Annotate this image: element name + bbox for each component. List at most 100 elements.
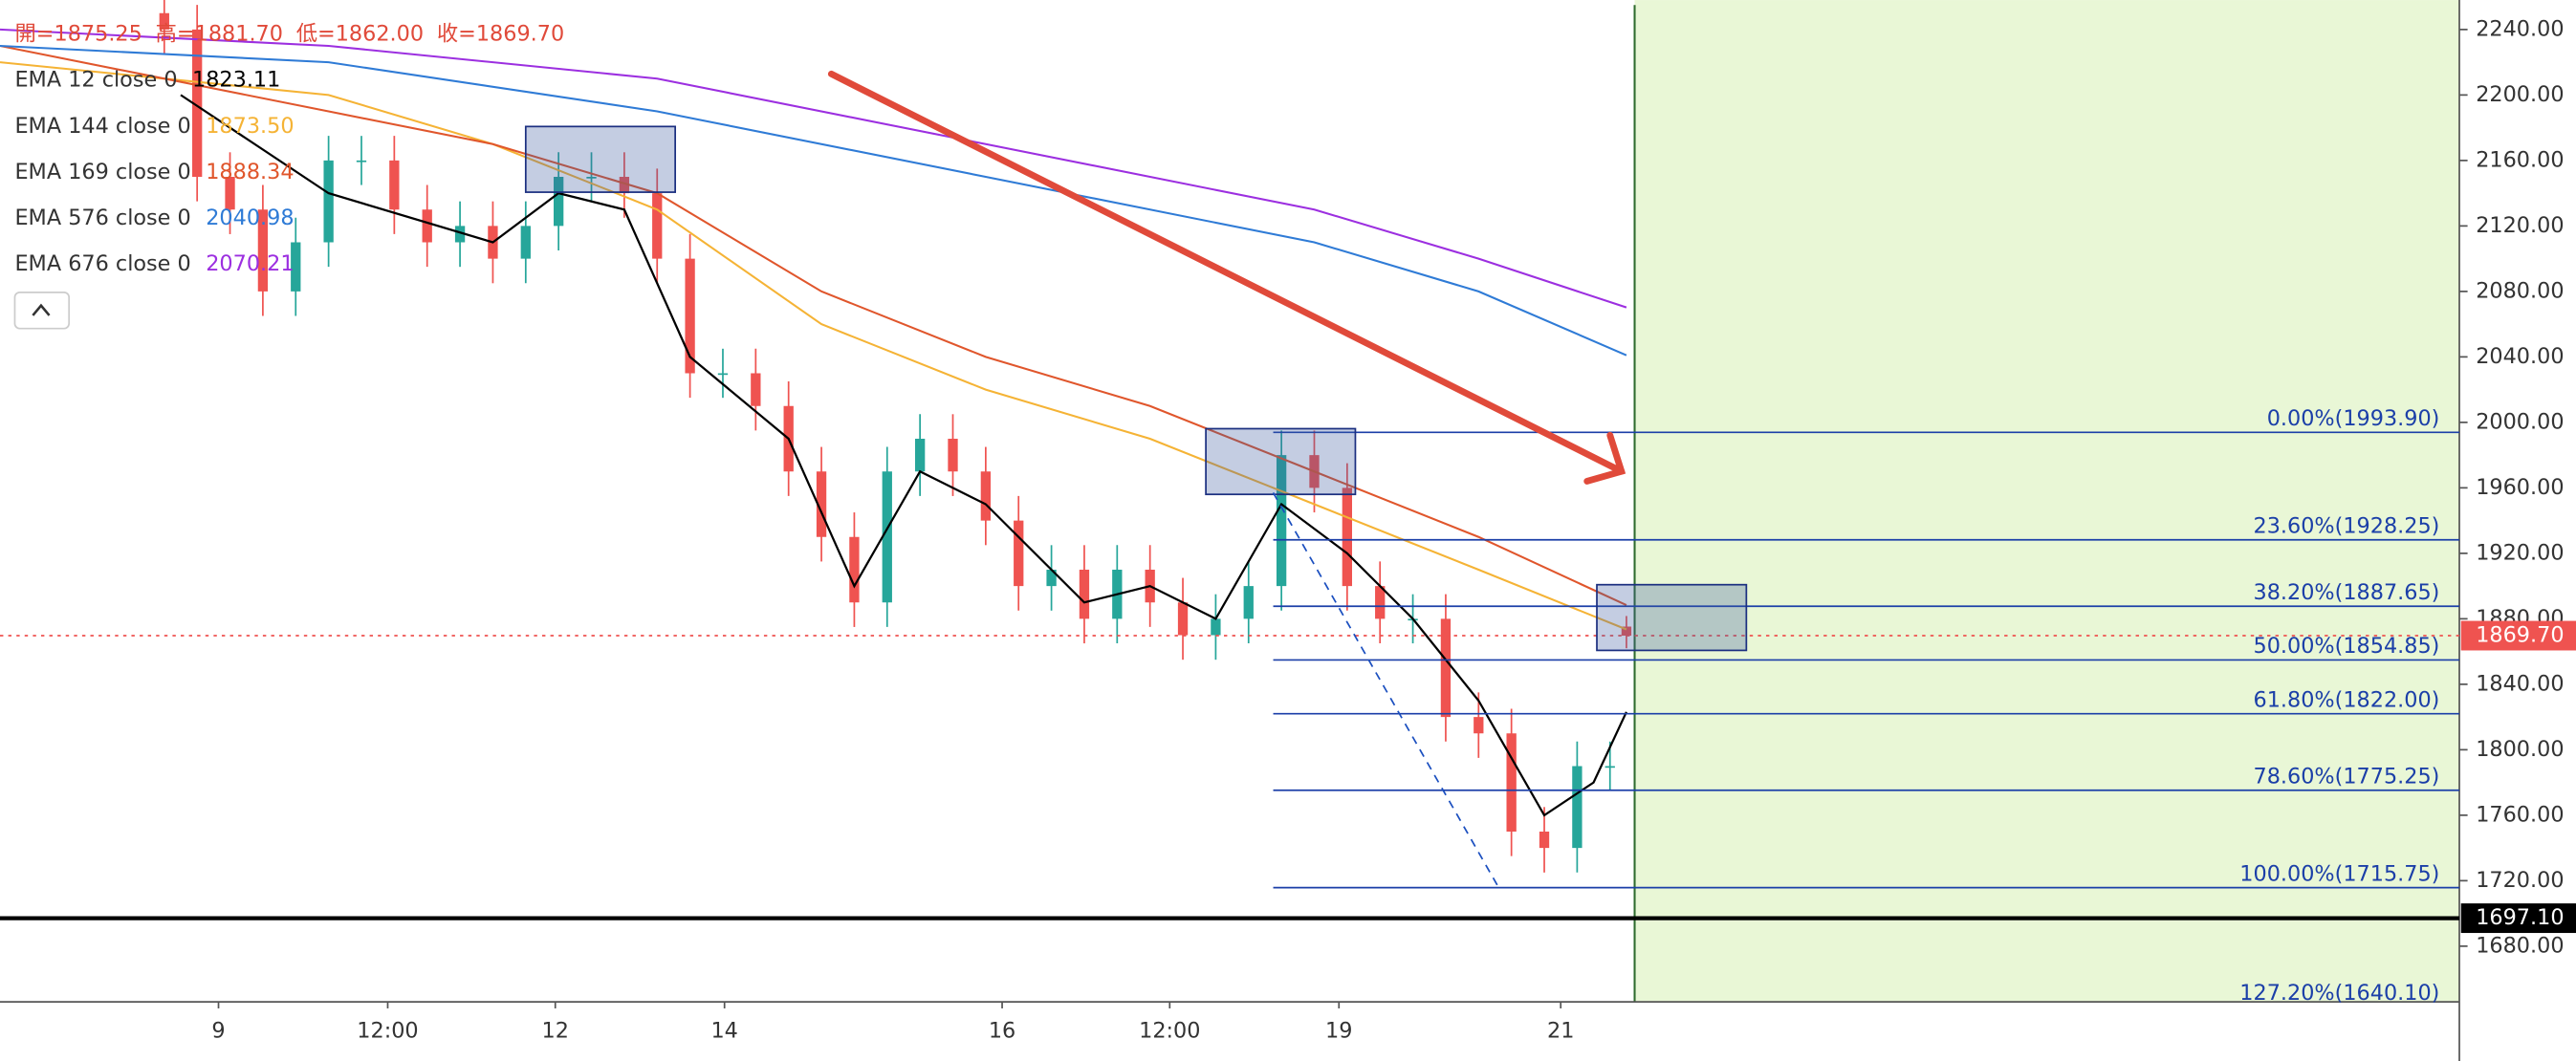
- ema-line: [0, 28, 1627, 309]
- candle-body: [1014, 520, 1024, 587]
- x-tick-label: 19: [1325, 1019, 1352, 1044]
- x-tick-label: 9: [211, 1019, 225, 1044]
- fib-label: 78.60%(1775.25): [2253, 765, 2439, 790]
- y-tick-label: 2000.00: [2476, 409, 2564, 434]
- y-tick-label: 1960.00: [2476, 475, 2564, 500]
- support-tag: [2460, 903, 2576, 934]
- candle-body: [652, 193, 663, 259]
- legend-name: EMA 676 close 0: [14, 251, 190, 276]
- candle-body: [948, 438, 958, 472]
- legend-name: EMA 12 close 0: [14, 68, 177, 93]
- candle-body: [816, 471, 827, 537]
- candle-body: [914, 438, 926, 472]
- legend-value: 2070.21: [206, 251, 294, 276]
- candle-body: [685, 258, 695, 374]
- y-tick-label: 1840.00: [2476, 671, 2564, 696]
- legend-value: 1888.34: [206, 160, 294, 184]
- x-tick-label: 12: [542, 1019, 569, 1044]
- ema-line: [0, 44, 1627, 357]
- fib-label: 23.60%(1928.25): [2253, 514, 2439, 539]
- y-tick-label: 2200.00: [2476, 82, 2564, 107]
- candle-body: [554, 176, 564, 227]
- ohlc-value: 開=1875.25: [14, 22, 142, 47]
- candle-body: [586, 176, 597, 179]
- candle-body: [422, 209, 432, 243]
- ohlc-value: 低=1862.00: [296, 22, 424, 47]
- candle-body: [159, 12, 169, 30]
- y-tick-label: 2080.00: [2476, 278, 2564, 303]
- fib-label: 100.00%(1715.75): [2239, 861, 2439, 886]
- y-tick-label: 1720.00: [2476, 868, 2564, 893]
- fib-label: 0.00%(1993.90): [2267, 406, 2440, 431]
- y-tick-label: 2120.00: [2476, 213, 2564, 238]
- red-arrow: [827, 70, 1626, 485]
- future-zone: [1634, 0, 2460, 1003]
- candle-body: [389, 160, 400, 210]
- candle-body: [717, 373, 729, 376]
- candle-body: [751, 373, 761, 406]
- y-tick-label: 2160.00: [2476, 147, 2564, 172]
- fib-label: 38.20%(1887.65): [2253, 580, 2439, 605]
- candle-body: [520, 226, 531, 259]
- candle-body: [1342, 487, 1353, 587]
- candle-body: [1375, 586, 1386, 619]
- candle-body: [225, 176, 235, 210]
- last-price-tag: [2460, 620, 2576, 651]
- candle-body: [1572, 766, 1583, 849]
- fib-label: 61.80%(1822.00): [2253, 687, 2439, 712]
- ema-line: [0, 44, 1627, 607]
- x-tick-label: 12:00: [357, 1019, 418, 1044]
- candle-body: [1243, 586, 1254, 619]
- candle-body: [1177, 602, 1189, 636]
- support-label: 1697.10: [2476, 905, 2564, 930]
- collapse-button[interactable]: [13, 292, 71, 330]
- legend-name: EMA 144 close 0: [14, 114, 190, 139]
- candle-body: [1276, 455, 1287, 587]
- candle-body: [291, 242, 301, 292]
- candle-body: [192, 29, 203, 177]
- highlight-box: [1596, 583, 1748, 652]
- x-tick-label: 16: [989, 1019, 1015, 1044]
- ohlc-value: 高=1881.70: [156, 22, 283, 47]
- candle-body: [1539, 831, 1550, 849]
- y-tick-label: 2040.00: [2476, 344, 2564, 369]
- ema-line: [180, 94, 1627, 817]
- candle-body: [882, 471, 892, 603]
- ohlc-value: 收=1869.70: [437, 22, 564, 47]
- fib-label: 50.00%(1854.85): [2253, 634, 2439, 659]
- candle-body: [257, 209, 269, 292]
- y-tick-label: 1920.00: [2476, 540, 2564, 565]
- collapse-icon: [32, 303, 51, 316]
- candle-body: [1079, 569, 1090, 619]
- x-tick-label: 12:00: [1139, 1019, 1200, 1044]
- last-price-label: 1869.70: [2476, 623, 2564, 648]
- candle-body: [849, 536, 860, 603]
- trend-dash: [1272, 492, 1499, 888]
- candle-body: [619, 176, 630, 194]
- legend-value: 1873.50: [206, 114, 294, 139]
- x-tick-label: 14: [710, 1019, 737, 1044]
- candle-body: [1211, 618, 1221, 636]
- y-tick-label: 1680.00: [2476, 933, 2564, 958]
- x-tick-label: 21: [1547, 1019, 1574, 1044]
- candle-body: [1605, 766, 1615, 769]
- fib-label: 127.20%(1640.10): [2239, 981, 2439, 1006]
- candle-body: [1474, 717, 1484, 734]
- candle-body: [1046, 569, 1057, 587]
- highlight-box: [1205, 427, 1357, 496]
- candle-body: [1440, 618, 1452, 718]
- y-tick-label: 1760.00: [2476, 802, 2564, 827]
- candle-body: [1506, 733, 1517, 832]
- legend-name: EMA 576 close 0: [14, 206, 190, 230]
- candle-body: [356, 160, 367, 162]
- candle-body: [323, 160, 334, 243]
- candle-body: [980, 471, 992, 521]
- highlight-box: [524, 125, 677, 193]
- ema-line: [0, 61, 1627, 631]
- candle-body: [1621, 626, 1632, 637]
- candle-body: [454, 226, 466, 243]
- y-tick-label: 1800.00: [2476, 737, 2564, 762]
- y-tick-label: 2240.00: [2476, 16, 2564, 41]
- legend-value: 1823.11: [192, 68, 280, 93]
